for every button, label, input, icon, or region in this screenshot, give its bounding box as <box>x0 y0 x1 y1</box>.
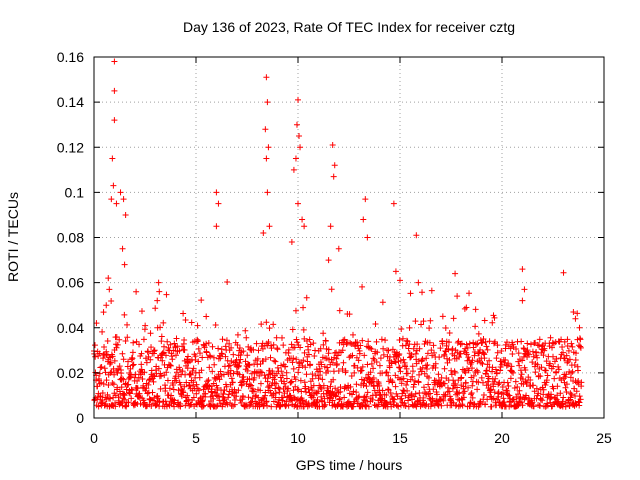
x-tick-label: 25 <box>596 430 612 446</box>
y-tick-label: 0.06 <box>57 275 84 291</box>
data-point <box>105 275 112 282</box>
data-point <box>213 189 220 196</box>
data-point <box>111 117 118 124</box>
data-point <box>106 286 113 293</box>
data-point <box>297 144 304 151</box>
data-point <box>364 234 371 241</box>
data-point <box>203 313 210 320</box>
data-point <box>120 196 127 203</box>
data-point <box>266 223 273 230</box>
data-point <box>103 302 110 309</box>
y-tick-label: 0.02 <box>57 365 84 381</box>
y-tick-label: 0.1 <box>65 184 85 200</box>
data-point <box>263 74 270 81</box>
data-point <box>329 141 336 148</box>
data-point <box>331 162 338 169</box>
data-point <box>390 200 397 207</box>
data-point <box>117 189 124 196</box>
y-tick-label: 0.12 <box>57 139 84 155</box>
data-point <box>122 211 129 218</box>
data-point <box>360 216 367 223</box>
data-point <box>330 173 337 180</box>
data-point <box>452 270 459 277</box>
data-point <box>119 245 126 252</box>
y-tick-label: 0 <box>76 410 84 426</box>
data-point <box>415 279 422 286</box>
data-point <box>397 277 403 284</box>
data-point <box>265 144 272 151</box>
data-point <box>576 324 583 331</box>
data-point <box>109 155 116 162</box>
y-tick-label: 0.08 <box>57 230 84 246</box>
data-point <box>362 196 369 203</box>
data-point <box>327 223 334 230</box>
x-tick-label: 15 <box>392 430 408 446</box>
data-point <box>293 121 300 128</box>
data-point <box>111 87 118 94</box>
data-point <box>290 166 297 173</box>
data-point <box>121 261 128 268</box>
data-point <box>156 288 163 295</box>
y-tick-label: 0.04 <box>57 320 84 336</box>
grid-lines <box>94 57 604 418</box>
data-point <box>413 232 420 239</box>
data-point <box>335 245 342 252</box>
y-axis-label: ROTI / TECUs <box>5 192 21 282</box>
data-points <box>91 58 585 410</box>
data-point <box>295 200 301 207</box>
data-point <box>299 216 306 223</box>
data-point <box>572 315 579 322</box>
x-tick-label: 0 <box>90 430 98 446</box>
data-point <box>570 308 577 315</box>
data-point <box>301 223 308 230</box>
x-tick-label: 5 <box>192 430 200 446</box>
data-point <box>111 58 118 65</box>
data-point <box>213 223 220 230</box>
data-point <box>110 182 117 189</box>
data-point <box>454 293 461 300</box>
data-point <box>263 155 270 162</box>
data-point <box>295 96 301 103</box>
background-points <box>91 269 585 410</box>
x-tick-label: 10 <box>290 430 306 446</box>
data-point <box>264 99 271 106</box>
x-tick-label: 20 <box>494 430 510 446</box>
data-point <box>154 297 161 304</box>
axis-ticks: 0 5 10 15 20 25 0 0.02 0.04 0.06 0.08 0.1 0.12 0.14 0.… <box>57 49 612 446</box>
data-point <box>215 200 222 207</box>
data-point <box>288 239 295 246</box>
y-tick-label: 0.16 <box>57 49 84 65</box>
data-point <box>325 257 332 264</box>
data-point <box>519 297 526 304</box>
y-tick-label: 0.14 <box>57 94 84 110</box>
data-point <box>262 126 269 133</box>
data-point <box>519 266 526 273</box>
x-axis-label: GPS time / hours <box>296 457 403 473</box>
data-point <box>113 200 120 207</box>
data-point <box>108 196 115 203</box>
data-point <box>264 189 271 196</box>
data-point <box>521 286 528 293</box>
chart-title: Day 136 of 2023, Rate Of TEC Index for r… <box>183 19 515 35</box>
data-point <box>296 132 303 139</box>
data-point <box>260 229 267 236</box>
data-point <box>392 268 399 275</box>
data-point <box>292 155 299 162</box>
